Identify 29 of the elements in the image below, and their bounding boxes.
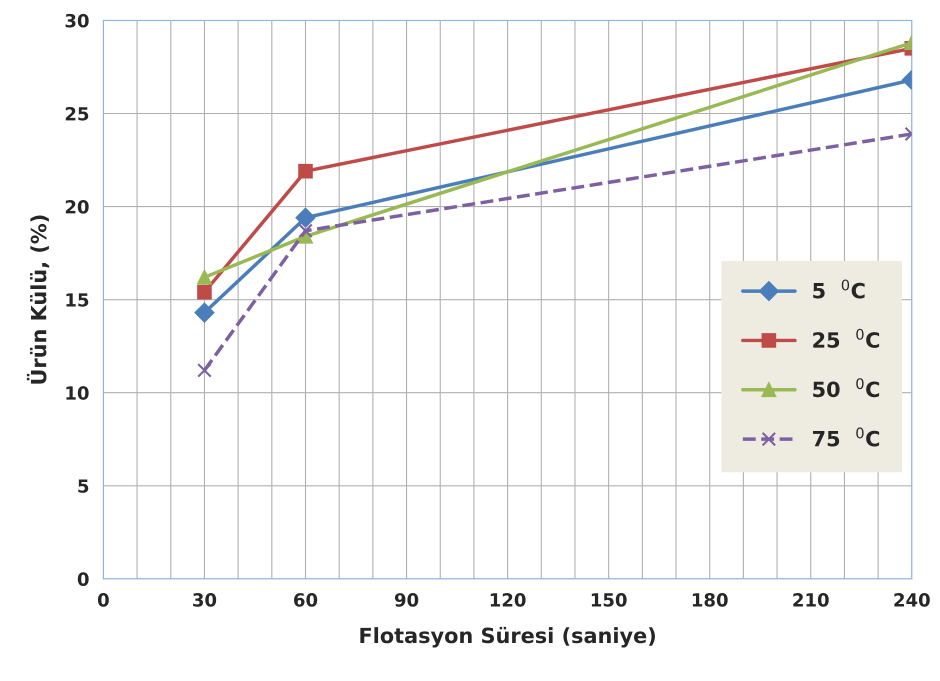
x-tick-label: 210 (793, 593, 829, 607)
x-tick-label: 150 (592, 593, 627, 607)
x-tick-label: 180 (692, 593, 728, 607)
point (194, 302, 214, 323)
legend-label: 75 $^{0}$C (812, 427, 880, 447)
x-axis-title: Flotasyon Süresi (saniye) (360, 626, 655, 648)
point (197, 363, 212, 378)
x-tick-label: 0 (98, 593, 109, 607)
y-tick-label: 20 (66, 200, 89, 214)
legend-label: 50 $^{0}$C (813, 378, 880, 398)
y-axis-title: Ürün Külü, (%) (26, 216, 50, 384)
point (298, 164, 313, 178)
y-tick-label: 30 (66, 14, 89, 28)
point (197, 270, 212, 285)
y-tick-label: 10 (66, 386, 89, 400)
y-tick-label: 15 (66, 293, 88, 307)
point (296, 208, 316, 228)
x-tick-label: 120 (490, 593, 526, 607)
legend-label: 25 $^{0}$C (813, 328, 880, 348)
x-tick-label: 60 (294, 593, 318, 607)
y-tick-label: 0 (78, 572, 89, 586)
y-tick-label: 25 (66, 106, 88, 121)
point (298, 223, 313, 238)
y-tick-label: 5 (78, 479, 88, 493)
x-tick-label: 30 (193, 593, 216, 607)
x-tick-label: 240 (894, 593, 930, 607)
point (197, 284, 212, 300)
x-tick-label: 90 (394, 593, 418, 607)
legend-label: 5 $^{0}$C (813, 279, 865, 299)
